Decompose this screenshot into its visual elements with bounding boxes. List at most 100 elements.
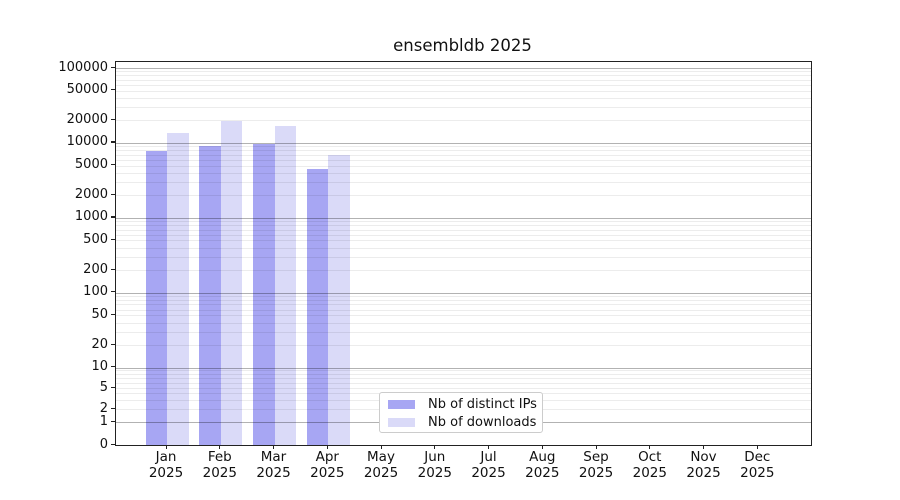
y-axis-tick-label: 2 bbox=[99, 400, 108, 416]
gridline-minor bbox=[116, 322, 811, 324]
x-tick-mark bbox=[703, 445, 705, 449]
gridline-minor bbox=[116, 79, 811, 81]
y-tick-mark bbox=[111, 443, 115, 445]
x-axis-tick-label: Mar 2025 bbox=[256, 449, 291, 481]
x-tick-mark bbox=[595, 445, 597, 449]
x-axis-tick-label: Jul 2025 bbox=[471, 449, 506, 481]
y-axis-tick-label: 0 bbox=[99, 436, 108, 452]
gridline-major bbox=[116, 142, 811, 144]
y-tick-mark bbox=[111, 313, 115, 316]
gridline-minor bbox=[116, 304, 811, 306]
y-axis-tick-label: 100 bbox=[83, 284, 108, 300]
gridline-minor bbox=[116, 345, 811, 347]
y-axis-tick-label: 50 bbox=[91, 306, 108, 322]
x-tick-mark bbox=[165, 445, 167, 449]
gridline-minor bbox=[116, 270, 811, 272]
gridline-minor bbox=[116, 257, 811, 259]
gridline-minor bbox=[116, 240, 811, 242]
y-tick-mark bbox=[111, 238, 115, 241]
gridline-minor bbox=[116, 374, 811, 375]
gridline-minor bbox=[116, 377, 811, 379]
x-axis-tick-label: Dec 2025 bbox=[740, 449, 775, 481]
x-tick-mark bbox=[326, 445, 328, 449]
gridline-minor bbox=[116, 296, 811, 298]
y-tick-mark bbox=[111, 386, 115, 388]
gridline-minor bbox=[116, 195, 811, 197]
x-tick-mark bbox=[380, 445, 382, 449]
y-axis-tick-label: 10000 bbox=[66, 134, 108, 150]
gridline-minor bbox=[116, 71, 811, 73]
y-axis-tick-label: 1000 bbox=[74, 209, 108, 225]
y-tick-mark bbox=[111, 291, 115, 293]
gridline-minor bbox=[116, 84, 811, 86]
y-tick-mark bbox=[111, 366, 115, 368]
x-tick-mark bbox=[541, 445, 543, 449]
y-tick-mark bbox=[111, 66, 115, 68]
gridline-major bbox=[116, 292, 811, 294]
y-tick-mark bbox=[111, 89, 115, 91]
gridline-major bbox=[116, 217, 811, 219]
x-tick-mark bbox=[219, 445, 221, 449]
x-tick-mark bbox=[756, 445, 758, 449]
gridline-minor bbox=[116, 90, 811, 92]
y-axis-tick-label: 100000 bbox=[58, 59, 108, 75]
bar-nb-of-downloads-feb-2025 bbox=[220, 121, 243, 445]
x-tick-mark bbox=[488, 445, 490, 449]
gridline-minor bbox=[116, 300, 811, 302]
gridline-minor bbox=[116, 97, 811, 99]
gridline-minor bbox=[116, 382, 811, 384]
x-axis-tick-label: Nov 2025 bbox=[686, 449, 721, 481]
gridline-minor bbox=[116, 370, 811, 372]
gridline-minor bbox=[116, 247, 811, 249]
bar-nb-of-downloads-mar-2025 bbox=[274, 126, 296, 445]
y-axis-tick-label: 2000 bbox=[74, 186, 108, 202]
gridline-minor bbox=[116, 146, 811, 148]
y-axis-tick-label: 20 bbox=[91, 336, 108, 352]
legend-swatch-distinct-ips bbox=[388, 399, 415, 409]
x-axis-tick-label: Jun 2025 bbox=[417, 449, 452, 481]
y-axis-tick-label: 5000 bbox=[74, 157, 108, 172]
y-tick-mark bbox=[111, 420, 115, 423]
chart-title: ensembldb 2025 bbox=[393, 36, 532, 55]
bar-nb-of-distinct-ips-feb-2025 bbox=[199, 145, 221, 445]
legend-item-downloads: Nb of downloads bbox=[380, 414, 542, 433]
bar-nb-of-distinct-ips-mar-2025 bbox=[253, 143, 275, 445]
legend: Nb of distinct IPs Nb of downloads bbox=[379, 392, 543, 433]
y-tick-mark bbox=[111, 216, 115, 218]
gridline-minor bbox=[116, 388, 811, 389]
y-tick-mark bbox=[111, 164, 115, 166]
bar-nb-of-distinct-ips-jan-2025 bbox=[145, 151, 167, 445]
gridline-minor bbox=[116, 172, 811, 174]
x-axis-tick-label: Sep 2025 bbox=[578, 449, 614, 481]
gridline-minor bbox=[116, 154, 811, 156]
gridline-minor bbox=[116, 165, 811, 167]
y-axis-tick-label: 5 bbox=[99, 379, 108, 395]
y-axis-tick-label: 200 bbox=[83, 261, 108, 277]
gridline-minor bbox=[116, 107, 811, 109]
gridline-major bbox=[116, 367, 811, 369]
plot-area bbox=[115, 61, 812, 446]
y-tick-mark bbox=[111, 407, 115, 409]
y-tick-mark bbox=[111, 268, 115, 270]
y-axis-tick-label: 50000 bbox=[66, 82, 108, 97]
y-tick-mark bbox=[111, 118, 115, 121]
gridline-minor bbox=[116, 309, 811, 311]
legend-item-distinct-ips: Nb of distinct IPs bbox=[380, 395, 542, 414]
bar-nb-of-downloads-jan-2025 bbox=[167, 132, 189, 445]
gridline-minor bbox=[116, 229, 811, 231]
legend-label-downloads: Nb of downloads bbox=[428, 415, 537, 431]
x-axis-tick-label: Jan 2025 bbox=[148, 449, 184, 481]
x-axis-tick-label: Apr 2025 bbox=[310, 449, 345, 481]
y-axis-tick-label: 10 bbox=[91, 359, 108, 375]
gridline-minor bbox=[116, 225, 811, 227]
y-tick-mark bbox=[111, 141, 115, 143]
bar-nb-of-distinct-ips-apr-2025 bbox=[306, 168, 329, 445]
gridline-minor bbox=[116, 315, 811, 317]
y-tick-mark bbox=[111, 193, 115, 195]
gridline-minor bbox=[116, 159, 811, 161]
gridline-minor bbox=[116, 120, 811, 122]
y-axis-tick-label: 500 bbox=[83, 231, 108, 247]
gridline-major bbox=[116, 68, 811, 69]
gridline-minor bbox=[116, 150, 811, 152]
